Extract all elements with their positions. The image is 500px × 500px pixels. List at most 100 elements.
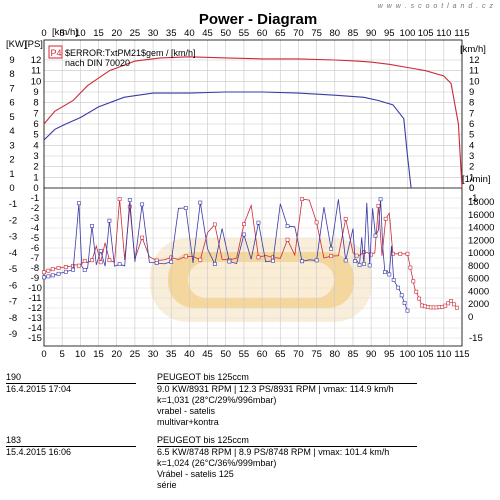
ps-tick-label: 9: [33, 87, 38, 98]
rpm-marker-183: [140, 202, 145, 207]
ps-tick-label: 4: [33, 140, 38, 151]
x-tick-label-top: 45: [202, 28, 213, 39]
ps-tick-label-negative: -8: [31, 263, 39, 274]
rpm-tick-label: 18000: [468, 197, 494, 208]
rpm-marker-190: [314, 220, 319, 225]
rpm-axis-label: [1/min]: [462, 174, 491, 185]
rpm-marker-183: [50, 273, 55, 278]
x-tick-label-top: 75: [311, 28, 322, 39]
rpm-marker-190: [256, 255, 261, 260]
ps-tick-label-negative: -9: [31, 273, 39, 284]
x-tick-label-top: 115: [454, 28, 469, 39]
rpm-tick-label: 6000: [468, 274, 489, 285]
kw-tick-label-negative: -2: [9, 215, 17, 226]
ps-tick-label-right: 0: [469, 183, 474, 194]
rpm-marker-183: [117, 262, 122, 267]
kw-tick-label: 9: [9, 55, 14, 66]
rpm-marker-190: [212, 222, 217, 227]
x-tick-label-bottom: 35: [166, 349, 177, 360]
ps-tick-label: 1: [33, 172, 38, 183]
rpm-marker-183: [405, 308, 410, 313]
rpm-marker-190: [285, 237, 290, 242]
axis-ticks: 0055101015152020252530303535404045455050…: [9, 28, 495, 360]
scootland-logo: [150, 238, 372, 322]
legend-badge-box: [48, 45, 63, 59]
rpm-marker-190: [329, 254, 334, 259]
x-tick-label-bottom: 5: [60, 349, 65, 360]
ps-tick-label-right: 3: [469, 151, 474, 162]
rpm-marker-190: [90, 258, 94, 263]
x-tick-label-bottom: 65: [275, 349, 286, 360]
rpm-marker-190: [361, 250, 366, 255]
x-tick-label-bottom: 40: [184, 349, 195, 360]
x-tick-label-top: 90: [366, 28, 377, 39]
rpm-marker-183: [329, 246, 334, 251]
kw-axis-label: [KW]: [6, 39, 27, 50]
run-note1: Vrábel - satelis 125: [157, 469, 234, 479]
watermark-text: w w w . s c o o t l a n d . c z: [378, 3, 494, 10]
kmh-axis-label-right: [km/h]: [460, 44, 486, 55]
x-tick-label-bottom: 55: [239, 349, 250, 360]
ps-tick-label-right: 10: [469, 76, 480, 87]
x-tick-label-bottom: 45: [202, 349, 213, 360]
ps-tick-label: 3: [33, 151, 38, 162]
rpm-marker-190: [354, 253, 359, 258]
x-tick-label-bottom: 100: [400, 349, 416, 360]
kw-tick-label: 8: [9, 69, 14, 80]
kw-tick-label-negative: -3: [9, 232, 17, 243]
rpm-marker-190: [417, 296, 422, 301]
run-date: 16.4.2015 17:04: [6, 384, 72, 394]
x-tick-label-bottom: 10: [75, 349, 86, 360]
rpm-marker-190: [127, 204, 132, 209]
rpm-marker-183: [63, 269, 68, 274]
rpm-marker-183: [383, 270, 387, 275]
rpm-marker-190: [63, 265, 68, 269]
ps-tick-label: 6: [33, 119, 38, 130]
ps-tick-label-negative: -13: [28, 313, 42, 324]
chart-series: [42, 56, 463, 313]
x-tick-label-top: 30: [148, 28, 159, 39]
kw-tick-label: 4: [9, 126, 14, 137]
rpm-marker-190: [183, 254, 188, 259]
rpm-marker-190: [391, 251, 395, 256]
rpm-tick-label: 2000: [468, 299, 489, 310]
kw-tick-label: 0: [9, 183, 14, 194]
chart-grid: [43, 39, 463, 347]
plot-frame: [43, 39, 463, 347]
ps-tick-label-negative: -10: [28, 283, 42, 294]
rpm-marker-183: [378, 197, 383, 202]
kw-tick-label-negative: -5: [9, 264, 17, 275]
x-tick-label-top: 65: [275, 28, 286, 39]
run-rule: [157, 383, 417, 384]
x-tick-label-top: 25: [130, 28, 141, 39]
rpm-marker-183: [90, 224, 94, 228]
x-tick-label-bottom: 85: [348, 349, 359, 360]
rpm-marker-190: [408, 265, 413, 270]
rpm-marker-190: [56, 266, 61, 270]
power-curve-183: [43, 91, 412, 189]
logo-core: [188, 262, 334, 298]
ps-tick-label-right: 8: [469, 98, 474, 109]
ps-tick-label: 11: [31, 66, 41, 77]
ps-tick-label: 0: [33, 183, 38, 194]
rpm-tick-label: 4000: [468, 286, 489, 297]
rpm-marker-183: [82, 268, 87, 272]
x-tick-label-bottom: 110: [436, 349, 451, 360]
run-model: PEUGEOT bis 125ccm: [157, 435, 249, 445]
ps-tick-label-right: 12: [469, 55, 480, 66]
rpm-tick-label: 8000: [468, 261, 489, 272]
ps-tick-label: 2: [33, 162, 38, 173]
chart-title: Power - Diagram: [199, 11, 317, 28]
x-tick-label-bottom: 50: [220, 349, 231, 360]
rpm-marker-190: [376, 203, 381, 208]
ps-tick-label: 7: [33, 108, 38, 119]
rpm-marker-190: [300, 197, 304, 202]
rpm-marker-183: [183, 206, 188, 210]
rpm-marker-190: [46, 268, 51, 273]
kw-tick-label-negative: -8: [9, 313, 17, 324]
rpm-marker-190: [98, 260, 103, 265]
x-tick-label-bottom: 95: [384, 349, 395, 360]
ps-tick-label: 8: [33, 98, 38, 109]
legend-badge: P4: [51, 48, 62, 58]
rpm-marker-183: [271, 258, 275, 263]
